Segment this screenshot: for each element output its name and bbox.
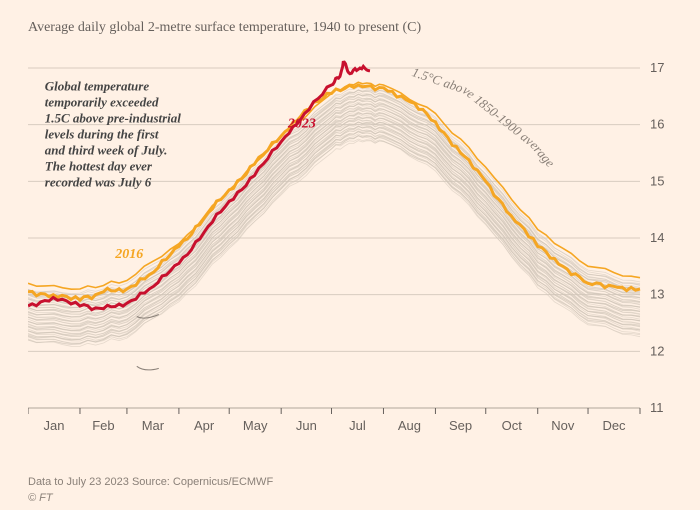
svg-text:Mar: Mar [142, 418, 165, 433]
svg-text:Jun: Jun [296, 418, 317, 433]
svg-text:11: 11 [650, 400, 664, 415]
annotation-line: recorded was July 6 [45, 175, 152, 190]
chart-svg: 11 12 13 14 15 16 17 Jan Feb Mar Apr May Jun Jul Aug Se… [28, 58, 672, 448]
svg-text:Feb: Feb [92, 418, 114, 433]
chart-copyright: © FT [28, 492, 53, 504]
svg-text:Jul: Jul [349, 418, 366, 433]
svg-text:Nov: Nov [551, 418, 575, 433]
svg-text:Jan: Jan [44, 418, 65, 433]
svg-text:17: 17 [650, 60, 664, 75]
label-2023: 2023 [287, 117, 316, 132]
svg-text:1.5°C above 1850-1900 average: 1.5°C above 1850-1900 average [410, 64, 558, 170]
svg-text:Oct: Oct [502, 418, 523, 433]
svg-text:14: 14 [650, 230, 664, 245]
annotation-line: levels during the first [45, 127, 159, 142]
svg-text:Aug: Aug [398, 418, 421, 433]
svg-text:16: 16 [650, 117, 664, 132]
annotation-line: temporarily exceeded [45, 95, 159, 110]
chart-area: 11 12 13 14 15 16 17 Jan Feb Mar Apr May Jun Jul Aug Se… [28, 58, 672, 448]
annotation-line: The hottest day ever [45, 159, 153, 174]
svg-text:Sep: Sep [449, 418, 472, 433]
annotation-line: Global temperature [45, 79, 150, 94]
svg-text:Dec: Dec [602, 418, 626, 433]
chart-container: Average daily global 2-metre surface tem… [0, 0, 700, 510]
svg-text:15: 15 [650, 173, 664, 188]
svg-text:May: May [243, 418, 268, 433]
svg-text:12: 12 [650, 343, 664, 358]
chart-footer: Data to July 23 2023 Source: Copernicus/… [28, 476, 273, 488]
chart-title: Average daily global 2-metre surface tem… [28, 20, 421, 36]
annotation-line: 1.5C above pre-industrial [45, 111, 182, 126]
label-2016: 2016 [114, 247, 143, 262]
svg-text:13: 13 [650, 287, 664, 302]
annotation-line: and third week of July. [45, 143, 168, 158]
svg-text:Apr: Apr [194, 418, 215, 433]
